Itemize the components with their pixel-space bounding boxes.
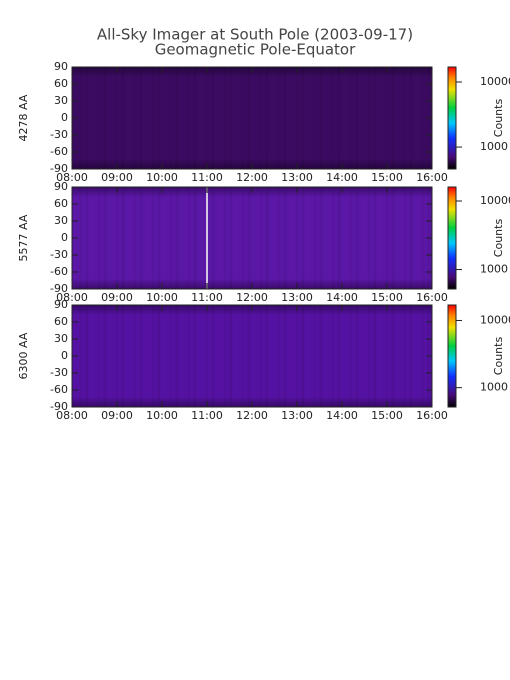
keogram-image [72,305,432,407]
x-tick-label: 16:00 [416,291,448,304]
x-tick-label: 15:00 [371,291,403,304]
chart-subtitle: Geomagnetic Pole-Equator [155,41,356,59]
y-tick-label: -90 [50,400,68,413]
x-tick-label: 13:00 [281,291,313,304]
y-tick-label: -60 [50,265,68,278]
y-axis-label: 6300 AA [17,332,30,379]
x-tick-label: 15:00 [371,409,403,422]
y-tick-label: 60 [54,315,68,328]
colorbar-tick-label: 1000 [480,140,508,153]
y-tick-label: 90 [54,180,68,193]
colorbar [447,304,457,408]
y-tick-label: 90 [54,60,68,73]
colorbar [447,186,457,290]
y-tick-label: -30 [50,128,68,141]
x-tick-label: 11:00 [191,291,223,304]
colorbar-tick-label: 10000 [480,313,510,326]
y-axis-label: 4278 AA [17,94,30,141]
x-tick-label: 09:00 [101,171,133,184]
x-tick-label: 14:00 [326,409,358,422]
y-tick-label: 90 [54,298,68,311]
x-tick-label: 12:00 [236,291,268,304]
x-tick-label: 12:00 [236,171,268,184]
keogram-image [72,67,432,169]
keogram-image [72,187,432,289]
x-tick-label: 10:00 [146,409,178,422]
y-tick-label: -30 [50,366,68,379]
colorbar-label: Counts [492,337,505,376]
x-tick-label: 13:00 [281,409,313,422]
y-tick-label: 30 [54,94,68,107]
y-tick-label: 0 [61,111,68,124]
x-tick-label: 14:00 [326,291,358,304]
y-tick-label: 60 [54,77,68,90]
x-tick-label: 08:00 [56,409,88,422]
x-tick-label: 10:00 [146,291,178,304]
colorbar-tick-label: 10000 [480,194,510,207]
y-axis-label: 5577 AA [17,214,30,261]
colorbar-label: Counts [492,219,505,258]
x-tick-label: 09:00 [101,291,133,304]
y-tick-label: 30 [54,214,68,227]
y-tick-label: 0 [61,349,68,362]
colorbar [447,66,457,170]
x-tick-label: 12:00 [236,409,268,422]
x-tick-label: 10:00 [146,171,178,184]
y-tick-label: -90 [50,282,68,295]
y-tick-label: 60 [54,197,68,210]
x-tick-label: 13:00 [281,171,313,184]
x-tick-label: 15:00 [371,171,403,184]
x-tick-label: 08:00 [56,291,88,304]
colorbar-tick-label: 10000 [480,75,510,88]
colorbar-tick-label: 1000 [480,381,508,394]
y-tick-label: -30 [50,248,68,261]
x-tick-label: 16:00 [416,409,448,422]
x-tick-label: 14:00 [326,171,358,184]
y-tick-label: -60 [50,145,68,158]
colorbar-label: Counts [492,99,505,138]
y-tick-label: -90 [50,162,68,175]
x-tick-label: 16:00 [416,171,448,184]
x-tick-label: 11:00 [191,409,223,422]
x-tick-label: 09:00 [101,409,133,422]
x-tick-label: 08:00 [56,171,88,184]
y-tick-label: 0 [61,231,68,244]
y-tick-label: -60 [50,383,68,396]
y-tick-label: 30 [54,332,68,345]
x-tick-label: 11:00 [191,171,223,184]
chart-title: All-Sky Imager at South Pole (2003-09-17… [97,26,413,44]
colorbar-tick-label: 1000 [480,263,508,276]
